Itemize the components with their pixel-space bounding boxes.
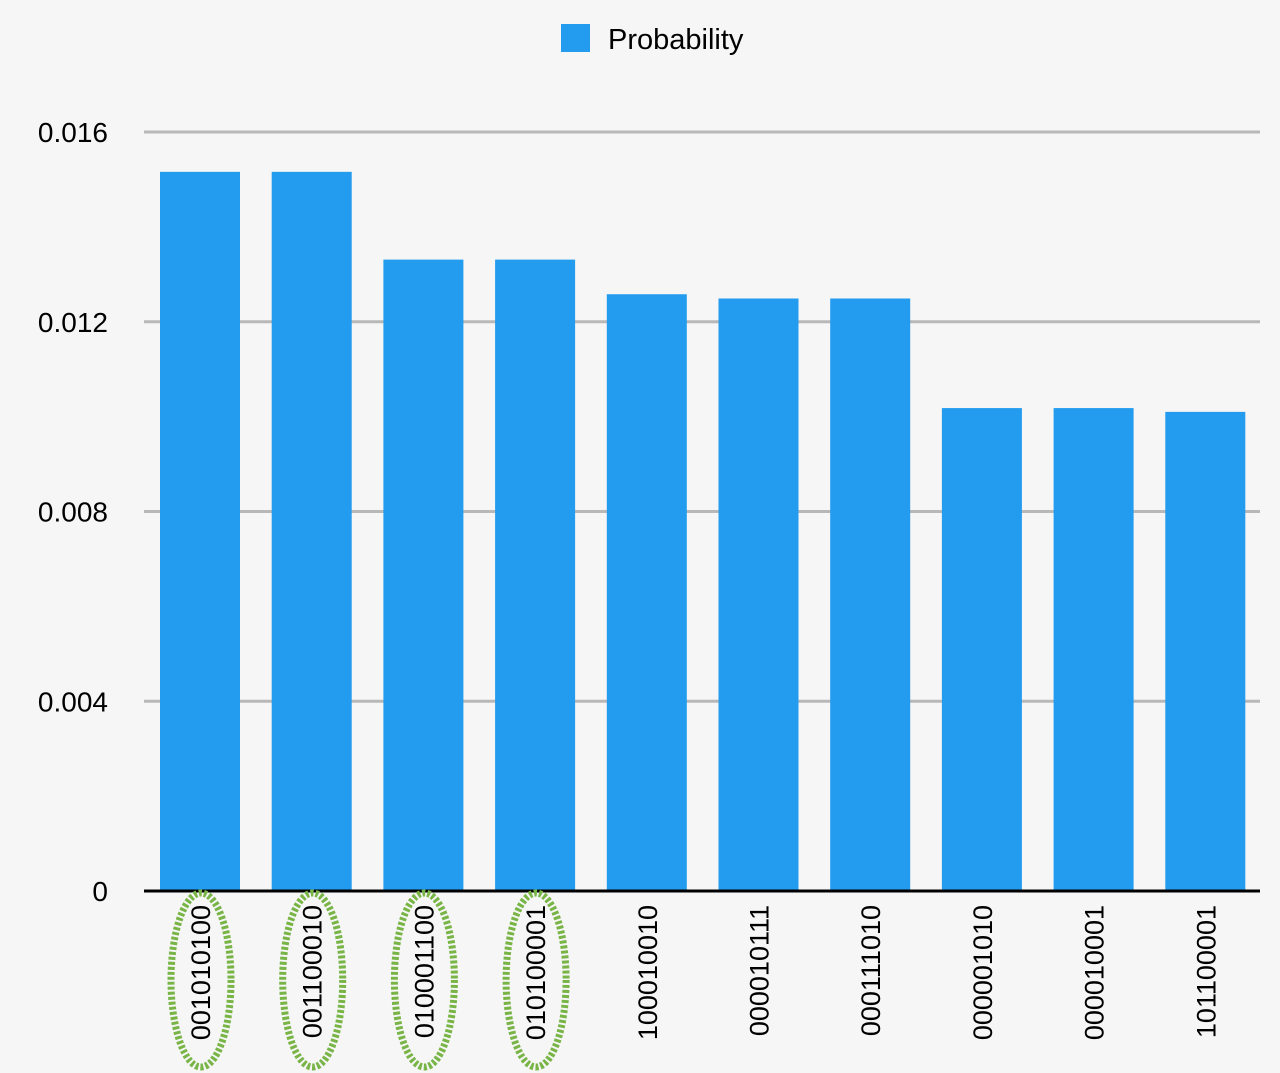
legend-label: Probability xyxy=(608,24,744,56)
bar xyxy=(495,259,576,891)
highlight-circle xyxy=(502,889,570,1071)
y-tick-label: 0.012 xyxy=(38,307,108,338)
bar xyxy=(1165,411,1246,891)
highlight-circle xyxy=(279,889,347,1071)
y-tick-label: 0.004 xyxy=(38,686,108,717)
bar xyxy=(160,171,240,891)
x-category-label: 000010001 xyxy=(1080,905,1110,1040)
bars xyxy=(160,171,1246,892)
bar xyxy=(383,259,464,891)
x-category-label: 000001010 xyxy=(968,905,998,1040)
x-category-label: 010001100 xyxy=(409,905,439,1038)
bar xyxy=(941,408,1022,891)
highlight-circle xyxy=(167,889,235,1071)
x-category-label: 001100010 xyxy=(298,905,328,1038)
bar xyxy=(271,171,352,891)
bar xyxy=(606,294,687,892)
x-category-label: 000010111 xyxy=(745,905,775,1036)
x-axis-category-labels: 001010100 001100010 010001100 010100001 1000… xyxy=(186,905,1221,1040)
y-tick-label: 0.016 xyxy=(38,117,108,148)
bar xyxy=(718,298,799,891)
legend-swatch xyxy=(561,24,590,52)
x-category-label: 001010100 xyxy=(186,905,216,1040)
x-category-label: 100010010 xyxy=(633,905,663,1040)
x-category-label: 000111010 xyxy=(856,905,886,1036)
y-tick-label: 0.008 xyxy=(38,497,108,528)
x-category-label: 101100001 xyxy=(1191,905,1221,1038)
x-category-label: 010100001 xyxy=(521,905,551,1040)
highlight-circle xyxy=(390,889,458,1071)
y-tick-label: 0 xyxy=(92,876,108,907)
highlight-marks xyxy=(167,889,570,1071)
bar xyxy=(830,298,911,891)
legend: Probability xyxy=(561,24,744,56)
bar xyxy=(1053,408,1134,891)
y-axis-tick-labels: 0 0.004 0.008 0.012 0.016 xyxy=(38,117,108,907)
